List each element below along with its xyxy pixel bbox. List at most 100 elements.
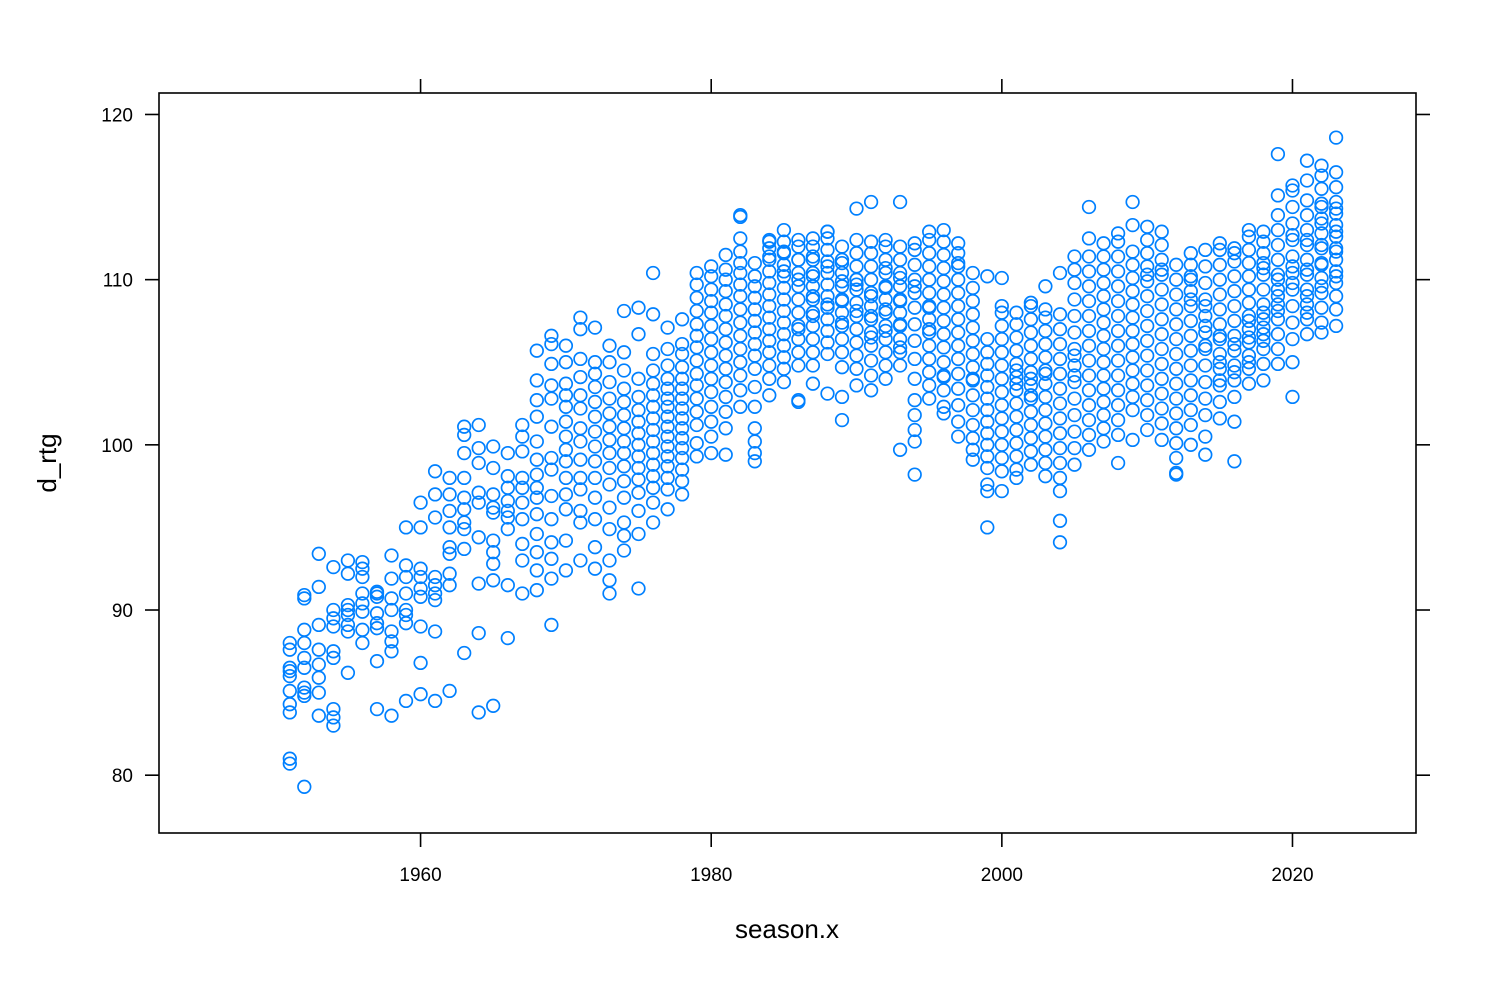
data-point — [674, 346, 690, 362]
data-point — [558, 429, 574, 444]
data-point — [980, 331, 995, 347]
data-point — [1285, 315, 1300, 330]
data-point — [776, 361, 792, 376]
data-point — [849, 277, 864, 292]
data-point — [486, 698, 501, 713]
data-point — [297, 622, 312, 637]
data-point — [718, 361, 733, 376]
data-point — [1096, 262, 1111, 277]
data-point — [1052, 470, 1068, 486]
data-point — [631, 426, 646, 441]
y-tick-label: 100 — [101, 436, 133, 457]
data-point — [587, 454, 603, 469]
data-point — [1183, 272, 1198, 287]
data-point — [1270, 267, 1286, 282]
data-point — [355, 635, 370, 651]
data-point — [1038, 323, 1053, 339]
data-point — [1154, 282, 1169, 297]
data-point — [500, 521, 515, 537]
data-point — [573, 310, 588, 325]
data-point — [587, 394, 603, 410]
data-point — [1096, 289, 1111, 304]
data-point — [980, 477, 995, 492]
data-point — [616, 528, 632, 543]
data-point — [805, 249, 821, 264]
data-point — [1067, 374, 1082, 390]
data-point — [1125, 323, 1140, 339]
data-point — [1125, 284, 1140, 299]
data-point — [1183, 298, 1198, 314]
data-point — [674, 381, 690, 396]
data-point — [951, 381, 966, 396]
data-point — [980, 520, 995, 535]
data-point — [1110, 308, 1126, 324]
data-point — [1140, 378, 1155, 393]
data-point — [645, 495, 661, 510]
data-point — [718, 247, 733, 263]
data-point — [1299, 262, 1315, 277]
data-point — [762, 264, 777, 279]
data-point — [631, 581, 646, 596]
data-point — [544, 391, 559, 406]
data-point — [1154, 237, 1169, 253]
data-point — [486, 545, 501, 560]
axis-ticks: 1960 1980 2000 2020 80 90 100 110 120 — [101, 79, 1430, 886]
data-point — [587, 439, 603, 454]
data-point — [936, 222, 951, 238]
data-point — [994, 358, 1009, 373]
data-point — [1328, 244, 1344, 259]
data-point — [820, 312, 835, 327]
data-point — [878, 260, 893, 276]
data-point — [704, 305, 719, 320]
data-point — [776, 234, 792, 249]
data-point — [1067, 440, 1082, 456]
data-point — [471, 625, 486, 641]
data-point — [1198, 308, 1213, 324]
data-point — [762, 310, 777, 325]
data-point — [1038, 442, 1053, 457]
data-point — [311, 546, 326, 561]
data-point — [747, 313, 762, 329]
data-point — [558, 376, 574, 391]
data-point — [1299, 312, 1315, 327]
data-point — [674, 421, 690, 436]
data-point — [1183, 269, 1198, 284]
data-point — [1241, 242, 1257, 258]
data-point — [529, 545, 544, 560]
data-point — [1299, 153, 1315, 168]
data-point — [863, 272, 879, 287]
data-point — [892, 340, 908, 355]
data-point — [689, 378, 704, 393]
x-tick-label: 1960 — [399, 865, 441, 886]
data-point — [1299, 282, 1315, 297]
data-point — [1154, 252, 1169, 267]
data-point — [1183, 402, 1198, 418]
data-point — [369, 606, 385, 621]
data-point — [1052, 366, 1068, 381]
data-point — [645, 469, 661, 484]
data-point — [1009, 376, 1024, 391]
data-point — [965, 442, 980, 457]
data-point — [1198, 374, 1213, 390]
data-point — [1198, 275, 1213, 291]
data-point — [486, 533, 501, 548]
data-point — [660, 358, 675, 373]
data-point — [340, 617, 356, 633]
data-point — [1212, 373, 1227, 388]
data-point — [587, 379, 603, 395]
data-point — [1096, 434, 1111, 449]
data-point — [558, 470, 574, 486]
data-point — [922, 338, 937, 353]
data-point — [1256, 312, 1271, 327]
data-point — [674, 440, 690, 456]
data-point — [282, 756, 297, 771]
data-point — [1241, 313, 1257, 329]
data-point — [994, 318, 1009, 334]
data-point — [1023, 444, 1039, 459]
data-point — [704, 358, 719, 373]
data-point — [965, 417, 980, 433]
data-point — [1285, 183, 1300, 198]
data-point — [500, 445, 515, 461]
data-point — [980, 269, 995, 284]
data-point — [747, 379, 762, 395]
